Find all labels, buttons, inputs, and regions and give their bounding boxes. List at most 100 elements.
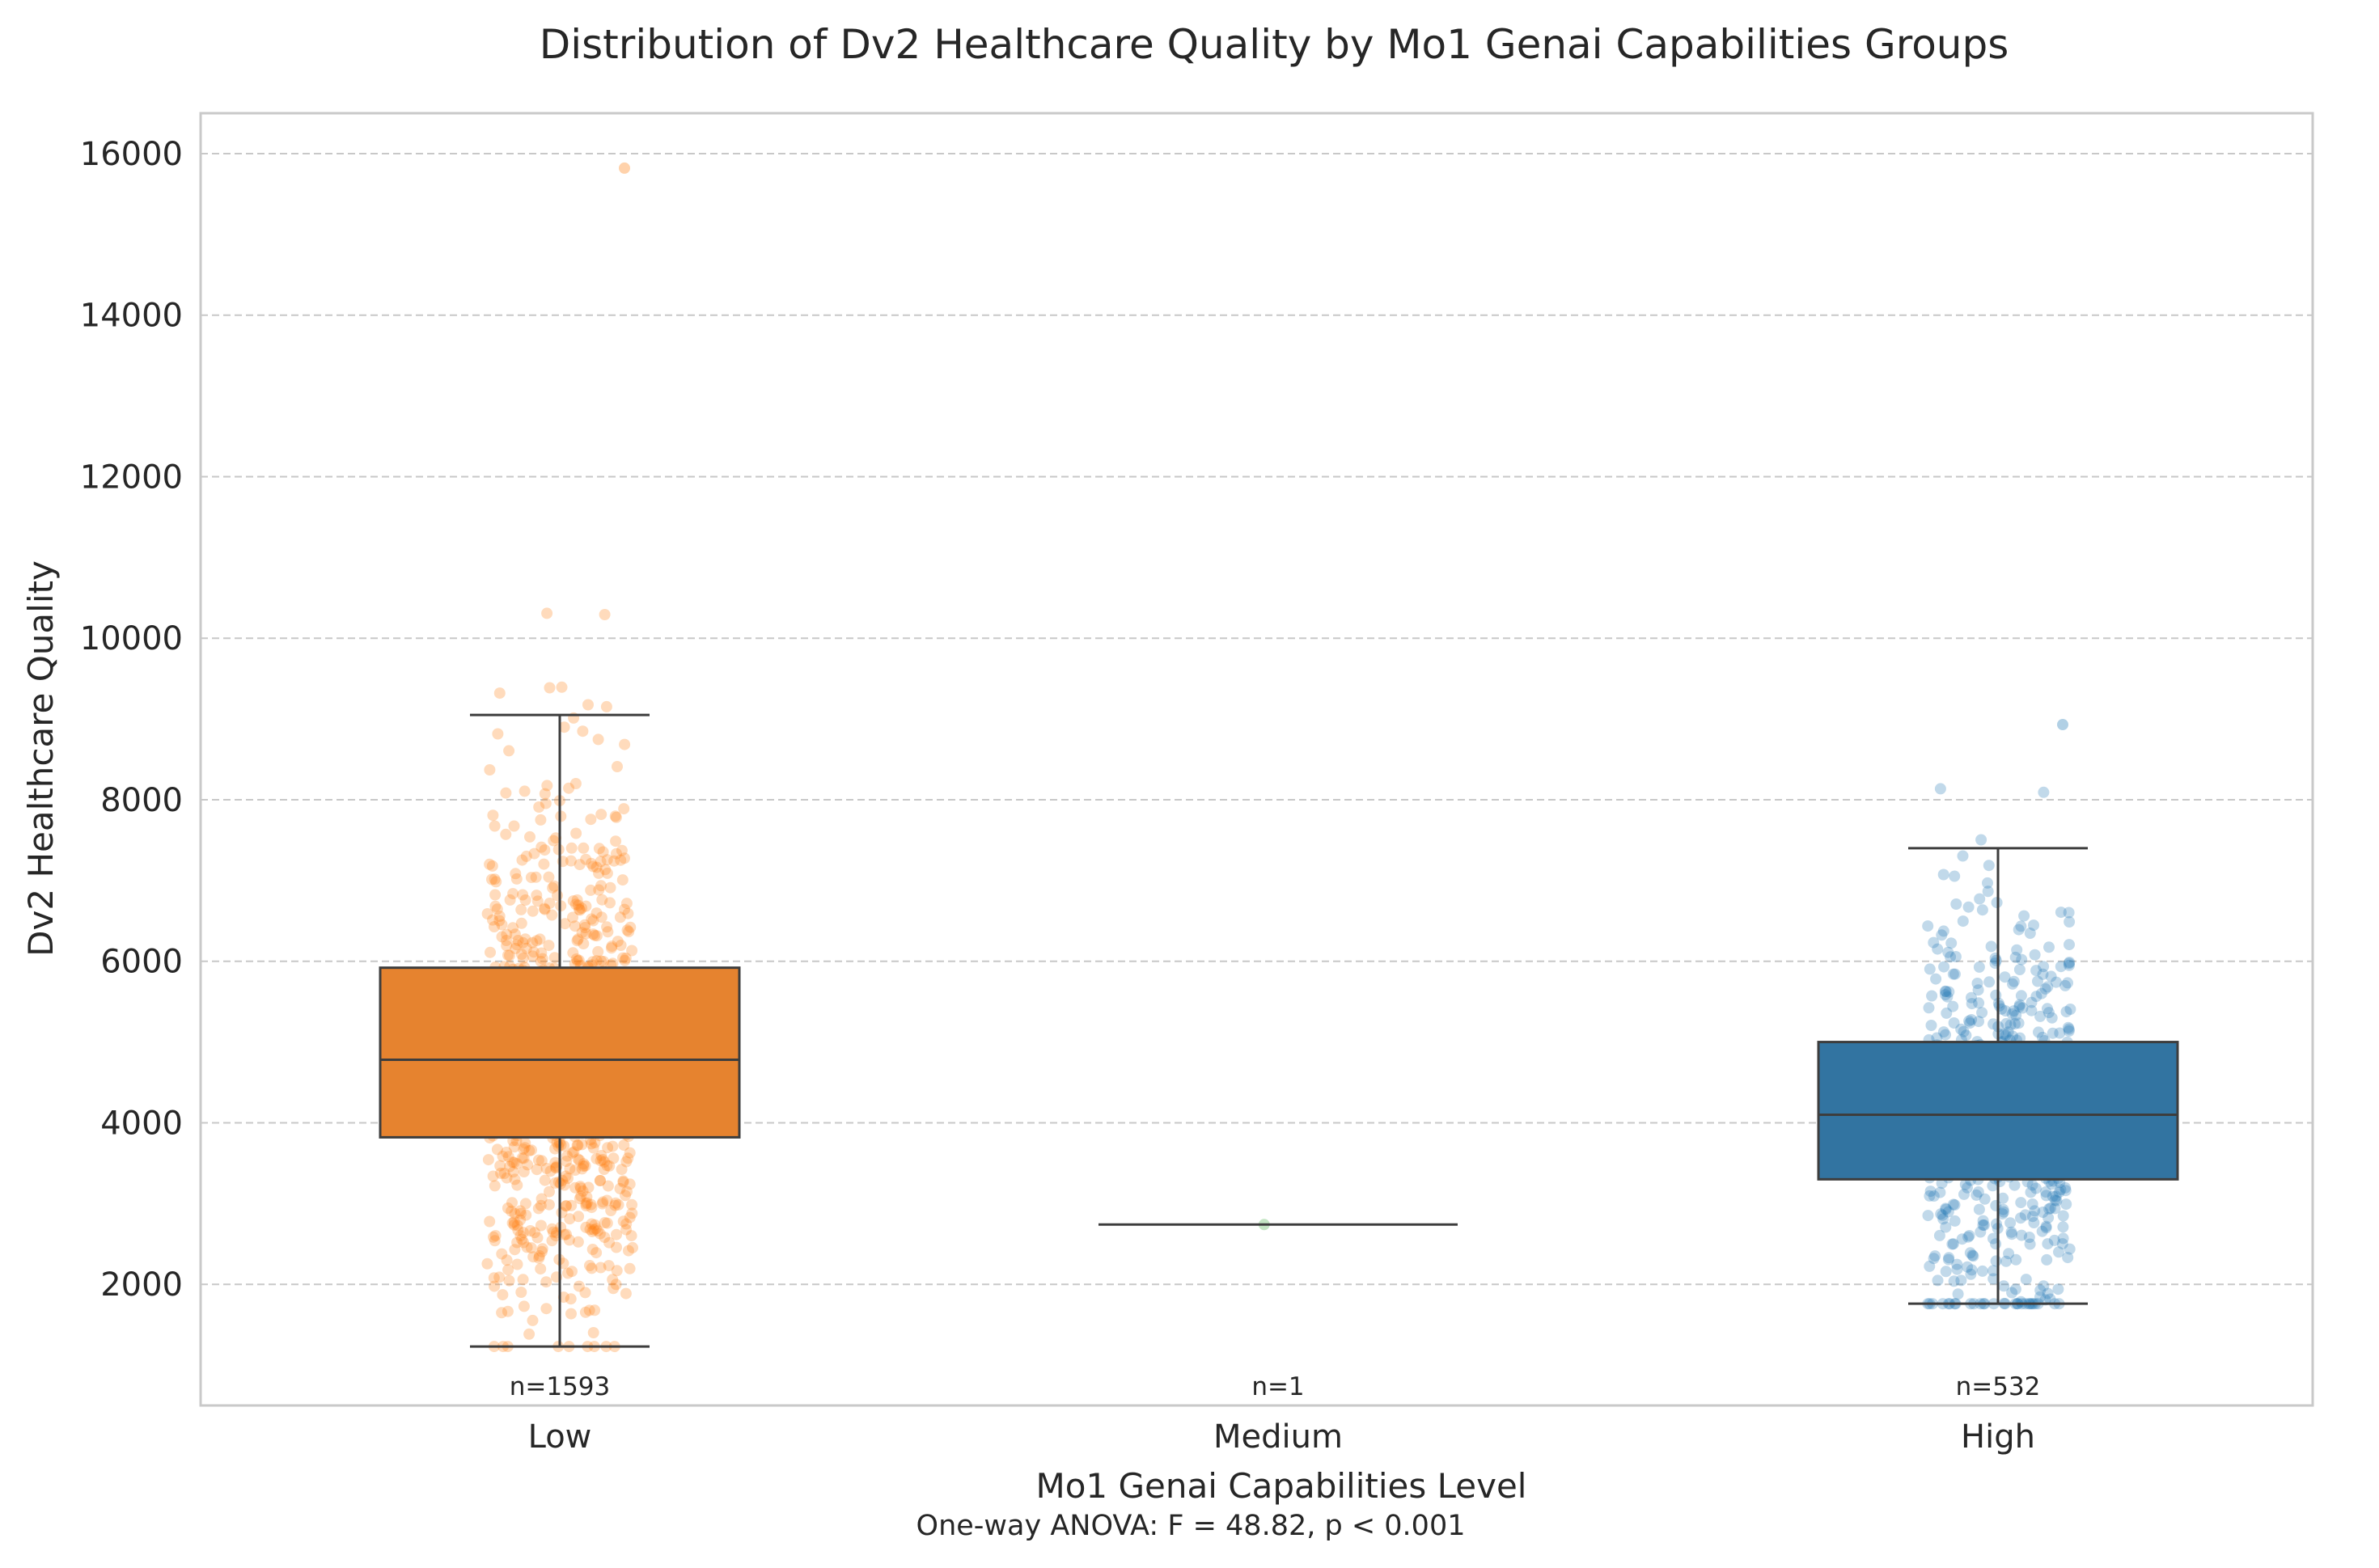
data-point — [1940, 1203, 1952, 1215]
data-point — [618, 1139, 630, 1152]
data-point — [601, 921, 613, 933]
data-point — [543, 940, 555, 952]
data-point — [1928, 1190, 1940, 1202]
chart-title: Distribution of Dv2 Healthcare Quality b… — [540, 21, 2009, 68]
data-point — [581, 1197, 593, 1209]
data-point — [565, 1293, 577, 1305]
data-point — [1975, 834, 1987, 846]
data-point — [567, 947, 579, 959]
data-point — [2047, 1027, 2059, 1039]
data-point — [592, 1225, 604, 1237]
data-point — [2037, 968, 2049, 980]
data-point — [601, 867, 613, 879]
data-point — [489, 1235, 501, 1247]
data-point — [1943, 1252, 1955, 1264]
data-point — [604, 881, 616, 894]
data-point — [618, 803, 630, 815]
data-point — [1949, 1215, 1961, 1227]
data-point — [571, 894, 583, 906]
data-point — [1966, 1249, 1979, 1262]
data-point — [1987, 1273, 2000, 1285]
data-point — [565, 855, 577, 867]
data-point — [2024, 1238, 2036, 1250]
data-point — [1966, 1264, 1978, 1276]
data-point — [533, 801, 545, 813]
data-point — [535, 841, 548, 853]
data-point — [2019, 1209, 2031, 1221]
data-point — [535, 814, 547, 826]
data-point — [1948, 1275, 1960, 1287]
data-point — [1959, 1178, 1971, 1190]
data-point — [1937, 1026, 1949, 1038]
data-point — [2042, 1007, 2055, 1019]
data-point — [1935, 1208, 1947, 1220]
data-point — [599, 1232, 611, 1244]
data-point — [2017, 1002, 2029, 1014]
data-point — [2045, 970, 2057, 983]
data-point — [1998, 1028, 2010, 1040]
data-point — [2046, 1178, 2058, 1190]
x-tick-label: High — [1961, 1418, 2035, 1456]
data-point — [2042, 1287, 2054, 1300]
data-point — [536, 953, 548, 965]
data-point — [603, 1236, 616, 1249]
data-point — [544, 682, 556, 694]
data-point — [2053, 1186, 2065, 1198]
data-point — [610, 811, 622, 823]
data-point — [571, 1139, 583, 1152]
data-point — [508, 1141, 520, 1153]
data-point — [506, 1205, 518, 1217]
data-point — [616, 844, 628, 856]
box-high — [1817, 1041, 2179, 1181]
data-point — [482, 1154, 494, 1166]
data-point — [520, 850, 532, 862]
data-point — [579, 1287, 591, 1299]
data-point — [1939, 985, 1951, 997]
data-point — [574, 859, 586, 871]
data-point — [576, 1139, 588, 1151]
data-point — [1949, 951, 1962, 962]
data-point — [587, 1327, 599, 1338]
data-point — [1990, 1255, 2002, 1267]
data-point — [2034, 1291, 2046, 1303]
data-point — [514, 1230, 527, 1242]
data-point — [1925, 1020, 1937, 1031]
data-point — [623, 1245, 634, 1257]
data-point — [489, 1180, 501, 1192]
data-point — [544, 1165, 557, 1177]
data-point — [1922, 920, 1934, 932]
data-point — [622, 1152, 634, 1164]
sample-size-labels: n=1593 n=1 n=532 — [510, 1372, 2041, 1401]
data-point — [2030, 965, 2042, 977]
data-point — [1960, 1029, 1972, 1042]
data-point — [1928, 936, 1940, 949]
data-point — [627, 1241, 638, 1253]
data-point — [1940, 1202, 1952, 1215]
data-point — [565, 1199, 578, 1211]
data-point — [617, 1176, 629, 1188]
data-point — [1924, 1260, 1936, 1272]
data-point — [488, 1272, 500, 1284]
data-point — [607, 1140, 619, 1152]
data-point — [580, 1200, 592, 1211]
data-point — [607, 1283, 620, 1295]
data-point — [1966, 998, 1978, 1010]
data-point — [540, 1303, 552, 1315]
n-label: n=532 — [1956, 1372, 2041, 1401]
data-point — [508, 1219, 520, 1231]
data-point — [481, 908, 493, 919]
data-point — [1979, 1193, 1991, 1205]
data-point — [2043, 941, 2055, 953]
data-point — [616, 874, 629, 886]
data-point — [523, 1328, 535, 1340]
data-point — [518, 1152, 530, 1164]
data-point — [2003, 1248, 2015, 1260]
data-point — [567, 911, 578, 923]
data-point — [501, 1254, 513, 1266]
data-point — [595, 955, 607, 967]
data-point — [583, 1304, 595, 1317]
data-point — [509, 1173, 521, 1186]
data-point — [620, 1218, 633, 1230]
data-point — [587, 860, 599, 873]
